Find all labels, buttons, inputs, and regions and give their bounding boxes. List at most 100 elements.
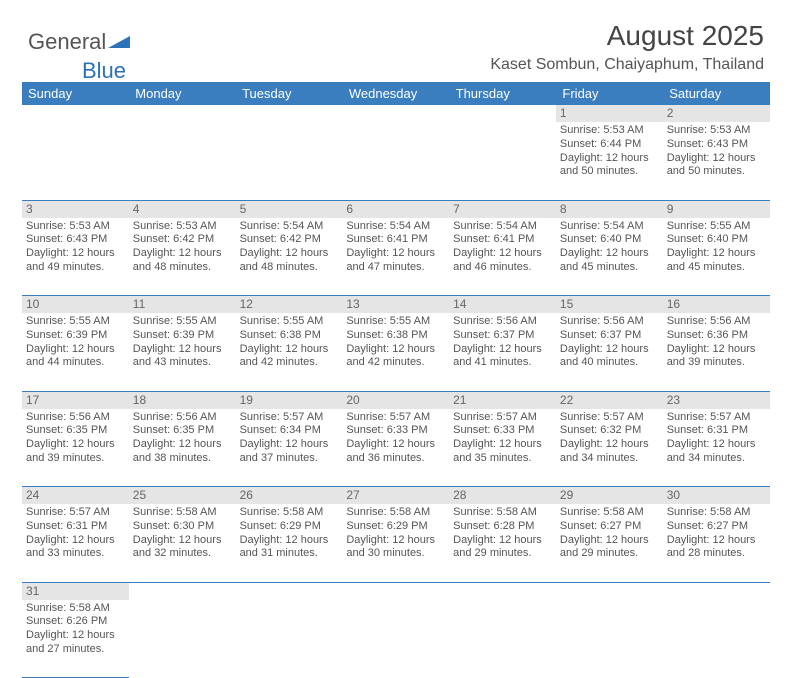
sunset-line: Sunset: 6:26 PM [26, 615, 125, 629]
calendar-daynum: 19 [236, 391, 343, 409]
calendar-day-content: Sunrise: 5:56 AMSunset: 6:37 PMDaylight:… [556, 313, 663, 374]
calendar-daynum: 30 [663, 487, 770, 505]
calendar-day-cell: Sunrise: 5:55 AMSunset: 6:39 PMDaylight:… [129, 313, 236, 391]
daylight-line: Daylight: 12 hours and 47 minutes. [346, 247, 445, 275]
sunset-line: Sunset: 6:36 PM [667, 329, 766, 343]
daylight-line: Daylight: 12 hours and 42 minutes. [240, 343, 339, 371]
sunrise-line: Sunrise: 5:56 AM [26, 411, 125, 425]
calendar-body-row: Sunrise: 5:58 AMSunset: 6:26 PMDaylight:… [22, 600, 770, 678]
daylight-line: Daylight: 12 hours and 48 minutes. [133, 247, 232, 275]
calendar-day-cell: Sunrise: 5:57 AMSunset: 6:34 PMDaylight:… [236, 409, 343, 487]
calendar-daynum: 12 [236, 296, 343, 314]
sunset-line: Sunset: 6:39 PM [26, 329, 125, 343]
calendar-empty-cell [129, 122, 236, 200]
calendar-day-cell: Sunrise: 5:58 AMSunset: 6:29 PMDaylight:… [236, 504, 343, 582]
calendar-day-cell: Sunrise: 5:58 AMSunset: 6:28 PMDaylight:… [449, 504, 556, 582]
sunset-line: Sunset: 6:44 PM [560, 138, 659, 152]
daylight-line: Daylight: 12 hours and 27 minutes. [26, 629, 125, 657]
logo-text-1: General [28, 29, 106, 54]
calendar-daynum-row: 31 [22, 582, 770, 600]
daylight-line: Daylight: 12 hours and 29 minutes. [453, 534, 552, 562]
sunrise-line: Sunrise: 5:57 AM [346, 411, 445, 425]
calendar-day-cell: Sunrise: 5:56 AMSunset: 6:37 PMDaylight:… [556, 313, 663, 391]
calendar-daynum: 17 [22, 391, 129, 409]
calendar-day-cell: Sunrise: 5:54 AMSunset: 6:41 PMDaylight:… [449, 218, 556, 296]
calendar-day-cell: Sunrise: 5:55 AMSunset: 6:40 PMDaylight:… [663, 218, 770, 296]
calendar-table: SundayMondayTuesdayWednesdayThursdayFrid… [22, 82, 770, 678]
calendar-day-content: Sunrise: 5:58 AMSunset: 6:26 PMDaylight:… [22, 600, 129, 661]
calendar-day-content: Sunrise: 5:54 AMSunset: 6:41 PMDaylight:… [449, 218, 556, 279]
calendar-daynum: 20 [342, 391, 449, 409]
daylight-line: Daylight: 12 hours and 48 minutes. [240, 247, 339, 275]
calendar-daynum: 16 [663, 296, 770, 314]
calendar-daynum-row: 12 [22, 105, 770, 122]
page-title: August 2025 [607, 20, 764, 52]
calendar-daynum: 31 [22, 582, 129, 600]
calendar-day-cell: Sunrise: 5:53 AMSunset: 6:43 PMDaylight:… [22, 218, 129, 296]
sunrise-line: Sunrise: 5:58 AM [453, 506, 552, 520]
calendar-day-content: Sunrise: 5:58 AMSunset: 6:27 PMDaylight:… [556, 504, 663, 565]
sunset-line: Sunset: 6:33 PM [453, 424, 552, 438]
daylight-line: Daylight: 12 hours and 45 minutes. [560, 247, 659, 275]
daylight-line: Daylight: 12 hours and 41 minutes. [453, 343, 552, 371]
calendar-day-content: Sunrise: 5:55 AMSunset: 6:40 PMDaylight:… [663, 218, 770, 279]
calendar-daynum-row: 3456789 [22, 200, 770, 218]
sunset-line: Sunset: 6:31 PM [667, 424, 766, 438]
calendar-day-content: Sunrise: 5:58 AMSunset: 6:29 PMDaylight:… [342, 504, 449, 565]
calendar-empty-cell [556, 600, 663, 678]
sunrise-line: Sunrise: 5:55 AM [667, 220, 766, 234]
daylight-line: Daylight: 12 hours and 42 minutes. [346, 343, 445, 371]
calendar-day-content: Sunrise: 5:54 AMSunset: 6:40 PMDaylight:… [556, 218, 663, 279]
calendar-day-cell: Sunrise: 5:58 AMSunset: 6:27 PMDaylight:… [663, 504, 770, 582]
calendar-day-content: Sunrise: 5:56 AMSunset: 6:35 PMDaylight:… [129, 409, 236, 470]
sunset-line: Sunset: 6:30 PM [133, 520, 232, 534]
daylight-line: Daylight: 12 hours and 37 minutes. [240, 438, 339, 466]
calendar-day-cell: Sunrise: 5:56 AMSunset: 6:37 PMDaylight:… [449, 313, 556, 391]
sunset-line: Sunset: 6:38 PM [240, 329, 339, 343]
sunrise-line: Sunrise: 5:58 AM [560, 506, 659, 520]
calendar-day-content: Sunrise: 5:57 AMSunset: 6:34 PMDaylight:… [236, 409, 343, 470]
sunrise-line: Sunrise: 5:58 AM [240, 506, 339, 520]
sunrise-line: Sunrise: 5:57 AM [453, 411, 552, 425]
calendar-empty-cell [129, 105, 236, 122]
calendar-daynum: 15 [556, 296, 663, 314]
logo-text-2: Blue [82, 58, 126, 83]
calendar-daynum: 28 [449, 487, 556, 505]
page-subtitle: Kaset Sombun, Chaiyaphum, Thailand [490, 56, 764, 74]
calendar-daynum: 7 [449, 200, 556, 218]
calendar-body-row: Sunrise: 5:53 AMSunset: 6:43 PMDaylight:… [22, 218, 770, 296]
calendar-day-cell: Sunrise: 5:58 AMSunset: 6:30 PMDaylight:… [129, 504, 236, 582]
sunrise-line: Sunrise: 5:53 AM [26, 220, 125, 234]
calendar-day-content: Sunrise: 5:56 AMSunset: 6:35 PMDaylight:… [22, 409, 129, 470]
calendar-daynum-row: 24252627282930 [22, 487, 770, 505]
sunset-line: Sunset: 6:27 PM [667, 520, 766, 534]
sunset-line: Sunset: 6:31 PM [26, 520, 125, 534]
calendar-day-content: Sunrise: 5:53 AMSunset: 6:42 PMDaylight:… [129, 218, 236, 279]
calendar-daynum: 2 [663, 105, 770, 122]
calendar-daynum: 10 [22, 296, 129, 314]
sunrise-line: Sunrise: 5:58 AM [667, 506, 766, 520]
sunset-line: Sunset: 6:37 PM [560, 329, 659, 343]
calendar-day-content: Sunrise: 5:53 AMSunset: 6:44 PMDaylight:… [556, 122, 663, 183]
calendar-daynum: 27 [342, 487, 449, 505]
calendar-header-tuesday: Tuesday [236, 82, 343, 105]
daylight-line: Daylight: 12 hours and 33 minutes. [26, 534, 125, 562]
daylight-line: Daylight: 12 hours and 38 minutes. [133, 438, 232, 466]
calendar-empty-cell [236, 105, 343, 122]
logo: General Blue [28, 28, 130, 84]
sunrise-line: Sunrise: 5:55 AM [240, 315, 339, 329]
calendar-empty-cell [236, 582, 343, 600]
daylight-line: Daylight: 12 hours and 49 minutes. [26, 247, 125, 275]
calendar-header-monday: Monday [129, 82, 236, 105]
daylight-line: Daylight: 12 hours and 34 minutes. [667, 438, 766, 466]
calendar-day-content: Sunrise: 5:55 AMSunset: 6:39 PMDaylight:… [22, 313, 129, 374]
calendar-daynum-row: 10111213141516 [22, 296, 770, 314]
sunset-line: Sunset: 6:35 PM [133, 424, 232, 438]
sunset-line: Sunset: 6:41 PM [453, 233, 552, 247]
sunset-line: Sunset: 6:29 PM [346, 520, 445, 534]
sunrise-line: Sunrise: 5:53 AM [560, 124, 659, 138]
sunset-line: Sunset: 6:34 PM [240, 424, 339, 438]
sunrise-line: Sunrise: 5:55 AM [346, 315, 445, 329]
calendar-day-cell: Sunrise: 5:58 AMSunset: 6:27 PMDaylight:… [556, 504, 663, 582]
calendar-day-content: Sunrise: 5:57 AMSunset: 6:31 PMDaylight:… [22, 504, 129, 565]
